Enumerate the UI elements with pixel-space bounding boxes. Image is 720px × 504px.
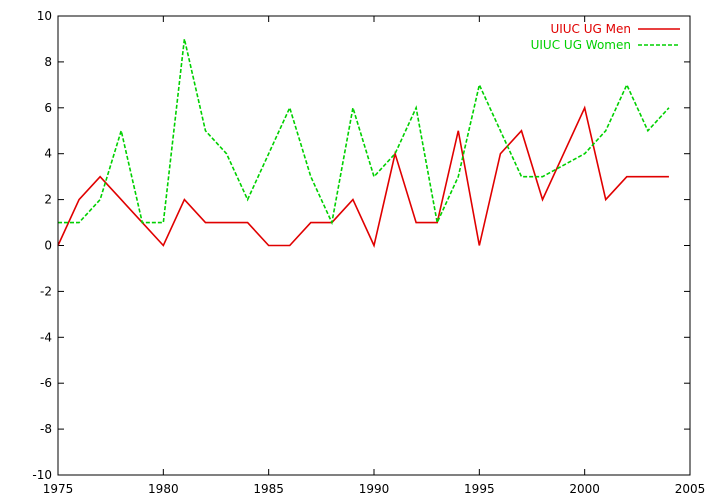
series-line-women <box>58 38 670 226</box>
series-lines <box>57 38 670 248</box>
series-line-men <box>57 105 669 248</box>
plot-frame <box>57 15 691 476</box>
x-tick-label: 1980 <box>148 482 179 496</box>
legend-label-women: UIUC UG Women <box>531 38 631 52</box>
x-tick-label: 1990 <box>359 482 390 496</box>
x-tick-label: 1985 <box>253 482 284 496</box>
x-tick-label: 1975 <box>43 482 74 496</box>
axis-ticks: -10 -8 -6 -4 -2 0 2 4 6 8 10 1975 1980 1985 1990 1995 20… <box>32 9 705 496</box>
legend-label-men: UIUC UG Men <box>550 22 631 36</box>
y-tick-label: -2 <box>40 284 52 298</box>
y-tick-label: 6 <box>44 101 52 115</box>
x-tick-label: 2005 <box>675 482 706 496</box>
y-tick-label: 8 <box>44 55 52 69</box>
y-tick-label: -8 <box>40 422 52 436</box>
y-tick-label: -4 <box>40 330 52 344</box>
y-tick-label: 10 <box>37 9 52 23</box>
y-tick-label: -6 <box>40 376 52 390</box>
x-tick-label: 2000 <box>569 482 600 496</box>
x-tick-label: 1995 <box>464 482 495 496</box>
y-tick-label: 2 <box>44 193 52 207</box>
y-tick-label: -10 <box>32 468 52 482</box>
y-tick-label: 0 <box>44 239 52 253</box>
legend: UIUC UG Men UIUC UG Women <box>531 22 680 52</box>
y-tick-label: 4 <box>44 147 52 161</box>
